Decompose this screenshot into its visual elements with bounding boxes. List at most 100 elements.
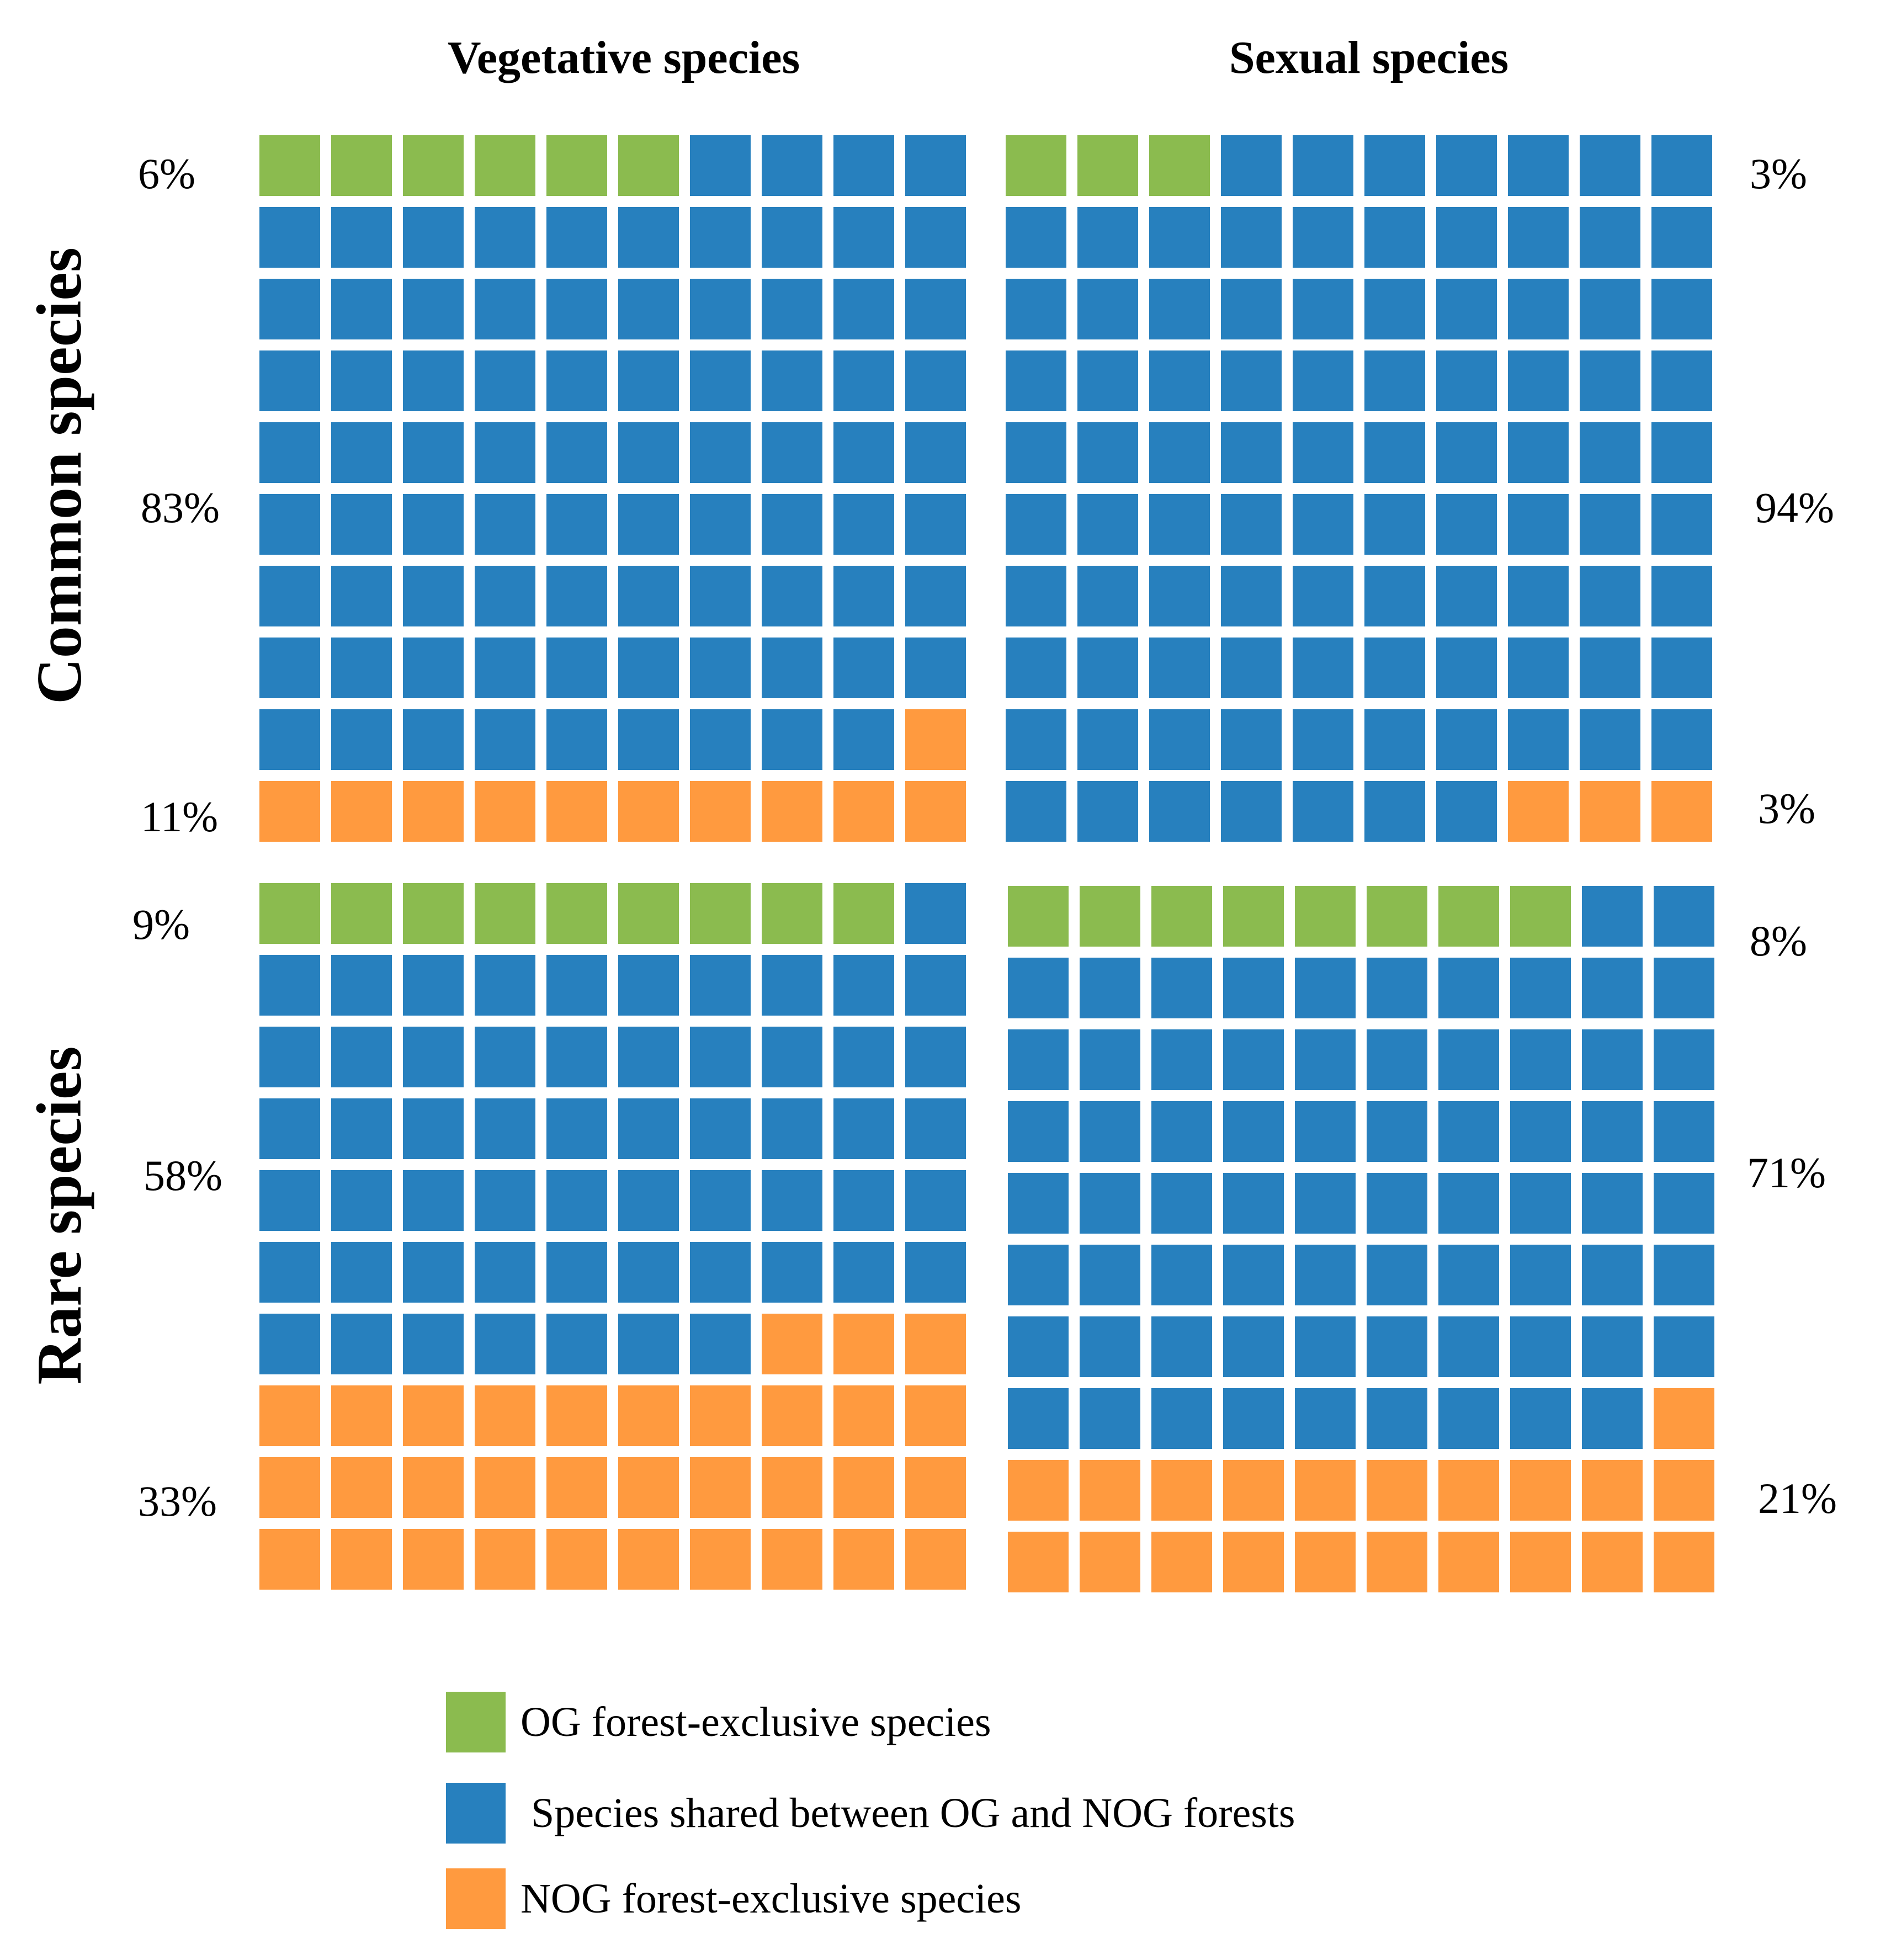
- waffle-cell-rare-vegetative-shared-5-8: [833, 1242, 894, 1303]
- waffle-cell-rare-sexual-shared-3-0: [1008, 1101, 1069, 1162]
- waffle-cell-rare-vegetative-nog-8-1: [331, 1457, 392, 1518]
- waffle-cell-common-vegetative-og-0-4: [546, 135, 607, 196]
- waffle-cell-common-sexual-shared-7-2: [1149, 638, 1210, 698]
- waffle-cell-common-vegetative-shared-5-8: [833, 494, 894, 555]
- waffle-cell-common-sexual-shared-8-2: [1149, 709, 1210, 770]
- waffle-cell-common-vegetative-shared-5-6: [690, 494, 751, 555]
- waffle-cell-common-sexual-shared-9-2: [1149, 781, 1210, 842]
- waffle-cell-common-vegetative-shared-3-1: [331, 350, 392, 411]
- waffle-cell-rare-vegetative-shared-2-1: [331, 1027, 392, 1087]
- waffle-cell-rare-vegetative-nog-8-6: [690, 1457, 751, 1518]
- waffle-cell-common-sexual-shared-0-3: [1221, 135, 1282, 196]
- waffle-cell-rare-sexual-shared-6-6: [1438, 1316, 1499, 1377]
- waffle-cell-common-sexual-shared-6-7: [1508, 566, 1569, 626]
- waffle-cell-rare-vegetative-nog-6-9: [905, 1314, 966, 1374]
- pct-label-rare-sexual-og: 8%: [1750, 917, 1807, 965]
- waffle-cell-common-sexual-shared-1-8: [1580, 207, 1640, 268]
- waffle-cell-common-sexual-shared-3-2: [1149, 350, 1210, 411]
- waffle-cell-common-sexual-shared-5-8: [1580, 494, 1640, 555]
- waffle-cell-common-sexual-shared-2-3: [1221, 279, 1282, 339]
- waffle-cell-common-sexual-shared-1-2: [1149, 207, 1210, 268]
- waffle-cell-common-sexual-shared-8-9: [1651, 709, 1712, 770]
- waffle-cell-rare-vegetative-shared-5-4: [546, 1242, 607, 1303]
- waffle-cell-common-vegetative-shared-7-4: [546, 638, 607, 698]
- waffle-cell-rare-sexual-shared-6-9: [1654, 1316, 1714, 1377]
- waffle-cell-common-sexual-shared-3-3: [1221, 350, 1282, 411]
- waffle-cell-rare-sexual-shared-2-5: [1367, 1029, 1427, 1090]
- waffle-cell-rare-sexual-shared-3-4: [1295, 1101, 1356, 1162]
- waffle-cell-rare-vegetative-og-0-7: [762, 883, 822, 944]
- waffle-cell-common-sexual-shared-5-3: [1221, 494, 1282, 555]
- waffle-cell-rare-sexual-shared-2-6: [1438, 1029, 1499, 1090]
- waffle-cell-rare-vegetative-og-0-2: [403, 883, 464, 944]
- waffle-cell-common-vegetative-shared-0-8: [833, 135, 894, 196]
- pct-label-rare-sexual-shared: 71%: [1747, 1149, 1826, 1197]
- waffle-cell-common-vegetative-shared-3-2: [403, 350, 464, 411]
- waffle-cell-common-sexual-shared-3-4: [1293, 350, 1353, 411]
- waffle-cell-common-sexual-shared-4-3: [1221, 422, 1282, 483]
- legend-label-shared: Species shared between OG and NOG forest…: [520, 1790, 1295, 1836]
- waffle-cell-rare-sexual-shared-6-4: [1295, 1316, 1356, 1377]
- waffle-cell-common-sexual-shared-2-7: [1508, 279, 1569, 339]
- waffle-cell-rare-vegetative-shared-1-2: [403, 955, 464, 1016]
- waffle-cell-rare-vegetative-shared-5-1: [331, 1242, 392, 1303]
- waffle-cell-common-sexual-nog-9-9: [1651, 781, 1712, 842]
- waffle-cell-rare-vegetative-shared-6-3: [475, 1314, 535, 1374]
- waffle-cell-rare-vegetative-og-0-0: [259, 883, 320, 944]
- waffle-cell-common-sexual-shared-2-0: [1006, 279, 1066, 339]
- waffle-cell-rare-vegetative-shared-1-8: [833, 955, 894, 1016]
- waffle-cell-rare-sexual-shared-4-8: [1582, 1173, 1643, 1234]
- waffle-cell-common-vegetative-nog-9-2: [403, 781, 464, 842]
- waffle-cell-rare-vegetative-shared-3-3: [475, 1098, 535, 1159]
- pct-label-common-vegetative-shared: 83%: [141, 484, 220, 532]
- pct-label-rare-vegetative-shared: 58%: [144, 1151, 222, 1199]
- waffle-cell-rare-sexual-nog-9-9: [1654, 1532, 1714, 1592]
- waffle-cell-common-vegetative-shared-8-0: [259, 709, 320, 770]
- waffle-cell-common-sexual-shared-3-0: [1006, 350, 1066, 411]
- waffle-cell-rare-vegetative-nog-9-5: [618, 1529, 679, 1590]
- waffle-cell-common-vegetative-shared-6-2: [403, 566, 464, 626]
- waffle-cell-common-sexual-shared-4-1: [1077, 422, 1138, 483]
- waffle-cell-common-vegetative-shared-6-3: [475, 566, 535, 626]
- waffle-cell-rare-sexual-shared-6-8: [1582, 1316, 1643, 1377]
- waffle-cell-rare-sexual-shared-3-1: [1080, 1101, 1140, 1162]
- waffle-cell-rare-sexual-nog-9-0: [1008, 1532, 1069, 1592]
- waffle-cell-rare-vegetative-shared-1-6: [690, 955, 751, 1016]
- waffle-cell-rare-sexual-shared-4-6: [1438, 1173, 1499, 1234]
- waffle-cell-common-vegetative-shared-2-9: [905, 279, 966, 339]
- waffle-cell-rare-vegetative-nog-8-5: [618, 1457, 679, 1518]
- waffle-cell-common-vegetative-shared-1-7: [762, 207, 822, 268]
- waffle-cell-common-sexual-shared-3-6: [1436, 350, 1497, 411]
- waffle-cell-rare-vegetative-shared-1-1: [331, 955, 392, 1016]
- waffle-cell-common-sexual-shared-1-6: [1436, 207, 1497, 268]
- waffle-cell-rare-sexual-shared-5-9: [1654, 1245, 1714, 1305]
- waffle-cell-common-sexual-shared-0-5: [1364, 135, 1425, 196]
- waffle-cell-common-vegetative-shared-5-1: [331, 494, 392, 555]
- waffle-cell-common-sexual-shared-0-4: [1293, 135, 1353, 196]
- waffle-cell-rare-vegetative-shared-4-7: [762, 1170, 822, 1231]
- waffle-cell-common-sexual-shared-2-6: [1436, 279, 1497, 339]
- waffle-cell-common-sexual-shared-5-1: [1077, 494, 1138, 555]
- pct-label-rare-vegetative-og: 9%: [132, 900, 190, 948]
- waffle-cell-rare-vegetative-nog-9-0: [259, 1529, 320, 1590]
- waffle-cell-common-vegetative-shared-4-0: [259, 422, 320, 483]
- waffle-cell-common-sexual-shared-7-7: [1508, 638, 1569, 698]
- waffle-cell-rare-sexual-shared-2-0: [1008, 1029, 1069, 1090]
- waffle-cell-rare-sexual-shared-3-8: [1582, 1101, 1643, 1162]
- waffle-cell-rare-vegetative-shared-2-9: [905, 1027, 966, 1087]
- waffle-cell-common-sexual-shared-4-0: [1006, 422, 1066, 483]
- waffle-cell-rare-sexual-shared-7-3: [1223, 1388, 1284, 1449]
- waffle-cell-common-vegetative-shared-4-9: [905, 422, 966, 483]
- waffle-cell-common-sexual-shared-3-9: [1651, 350, 1712, 411]
- waffle-cell-rare-sexual-nog-8-3: [1223, 1460, 1284, 1521]
- waffle-cell-rare-vegetative-nog-9-6: [690, 1529, 751, 1590]
- waffle-cell-rare-vegetative-og-0-5: [618, 883, 679, 944]
- waffle-cell-rare-sexual-shared-7-6: [1438, 1388, 1499, 1449]
- waffle-cell-rare-vegetative-shared-2-2: [403, 1027, 464, 1087]
- waffle-cell-rare-sexual-nog-8-7: [1510, 1460, 1571, 1521]
- waffle-cell-common-vegetative-shared-8-1: [331, 709, 392, 770]
- legend-swatch-shared: [446, 1783, 506, 1844]
- waffle-cell-rare-vegetative-shared-5-3: [475, 1242, 535, 1303]
- waffle-cell-common-sexual-shared-7-4: [1293, 638, 1353, 698]
- waffle-cell-common-sexual-shared-1-7: [1508, 207, 1569, 268]
